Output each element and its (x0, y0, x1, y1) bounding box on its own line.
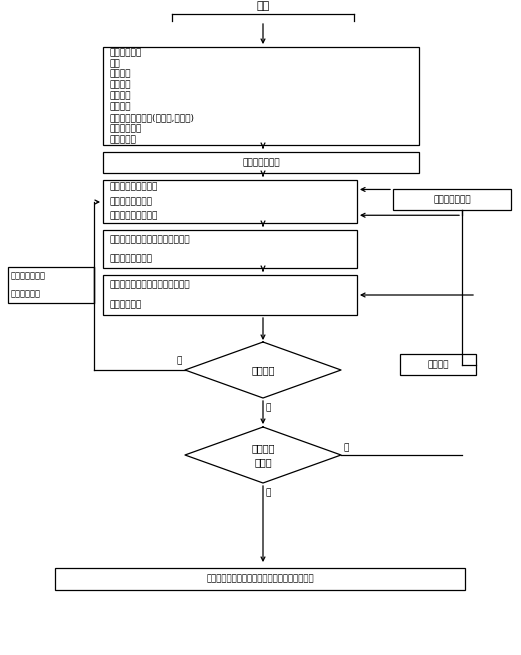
Bar (393, 189, 511, 210)
Text: 设备能力参数: 设备能力参数 (109, 124, 141, 133)
Bar (103, 230, 357, 268)
Text: 输在原始数据: 输在原始数据 (109, 48, 141, 57)
Text: 钢种: 钢种 (109, 59, 120, 68)
Text: 带坯宽度: 带坯宽度 (109, 92, 130, 100)
Text: 数，迭代计算: 数，迭代计算 (109, 301, 141, 310)
Text: 操作工手动下达: 操作工手动下达 (433, 195, 471, 204)
Polygon shape (185, 342, 341, 398)
Bar (103, 180, 357, 223)
Text: 元前分配轧制程模式: 元前分配轧制程模式 (109, 183, 157, 192)
Text: 来料厚度: 来料厚度 (109, 69, 130, 79)
Text: 直前分级表数据: 直前分级表数据 (242, 158, 280, 167)
Text: 否: 否 (344, 443, 350, 452)
Text: 超限？: 超限？ (254, 457, 272, 467)
Text: 迭代计算的初始值: 迭代计算的初始值 (109, 254, 152, 263)
Text: 调节前在分配比: 调节前在分配比 (11, 272, 46, 280)
Polygon shape (185, 427, 341, 483)
Text: 采用工艺数学模型计算相关工艺参: 采用工艺数学模型计算相关工艺参 (109, 280, 190, 290)
Text: 收敛否？: 收敛否？ (251, 365, 275, 375)
Text: 输出工艺参数，将此下分配数据保存到数据库中: 输出工艺参数，将此下分配数据保存到数据库中 (206, 574, 314, 584)
Bar (55, 568, 465, 590)
Text: 否: 否 (266, 403, 271, 412)
Text: 是: 是 (177, 356, 182, 365)
Text: 张力刺度和速度制度: 张力刺度和速度制度 (109, 212, 157, 220)
Bar (103, 152, 419, 173)
Text: 模型常数表: 模型常数表 (109, 135, 136, 144)
Bar (103, 275, 357, 315)
Text: 工艺参数: 工艺参数 (251, 443, 275, 453)
Text: 末机架工作辊类型(先前辊,毛面辊): 末机架工作辊类型(先前辊,毛面辊) (109, 113, 194, 122)
Bar (400, 354, 476, 375)
Text: 元前分配压制系数: 元前分配压制系数 (109, 197, 152, 206)
Text: 例系数或张力: 例系数或张力 (11, 290, 41, 299)
Text: 修正计算: 修正计算 (427, 360, 449, 369)
Text: 成品厚度: 成品厚度 (109, 81, 130, 90)
Text: 开始: 开始 (256, 1, 270, 11)
Text: 总体下差有各机架的平方分配作为: 总体下差有各机架的平方分配作为 (109, 235, 190, 244)
Text: 轧辊数据: 轧辊数据 (109, 102, 130, 111)
Text: 是: 是 (266, 488, 271, 497)
Bar (103, 47, 419, 145)
Bar (8, 267, 94, 303)
